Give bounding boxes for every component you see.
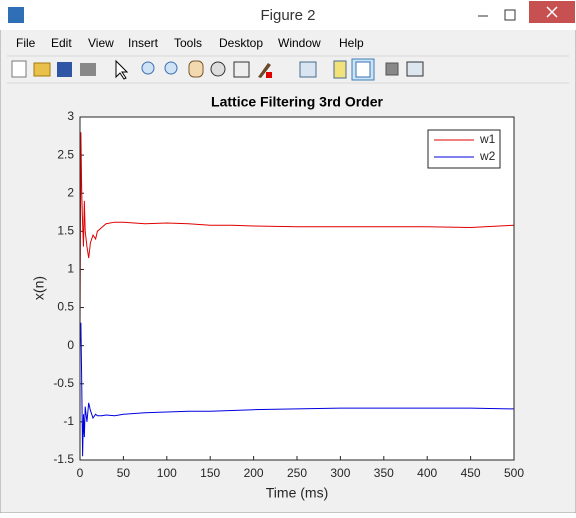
- tool-save[interactable]: [57, 62, 72, 77]
- series-line: [79, 132, 515, 331]
- window-title: Figure 2: [260, 7, 315, 24]
- app-icon: [8, 7, 24, 23]
- menu-item[interactable]: Desktop: [219, 36, 263, 50]
- legend-label: w1: [479, 132, 496, 146]
- menu-item[interactable]: Insert: [128, 36, 159, 50]
- tool-colorbar[interactable]: [333, 60, 347, 79]
- y-tick-label: 1: [67, 262, 74, 276]
- plot-area: [80, 117, 514, 460]
- y-tick-label: -0.5: [53, 376, 74, 390]
- y-tick-label: 3: [67, 109, 74, 123]
- tool-datacursor[interactable]: [233, 61, 250, 78]
- x-tick-label: 150: [200, 466, 220, 480]
- x-tick-label: 0: [77, 466, 84, 480]
- x-tick-label: 250: [287, 466, 307, 480]
- tool-print[interactable]: [80, 63, 96, 76]
- series-line: [79, 322, 515, 457]
- menu-item[interactable]: Help: [339, 36, 364, 50]
- chart-title: Lattice Filtering 3rd Order: [211, 94, 383, 110]
- legend-label: w2: [479, 149, 496, 163]
- x-tick-label: 450: [461, 466, 481, 480]
- y-tick-label: -1: [63, 414, 74, 428]
- tool-dock[interactable]: [406, 61, 424, 77]
- title-bar: [0, 0, 576, 30]
- menu-item[interactable]: File: [16, 36, 36, 50]
- tool-zoom-out[interactable]: [164, 61, 178, 75]
- tool-brush[interactable]: [258, 63, 271, 78]
- x-axis-label: Time (ms): [266, 485, 328, 501]
- tool-pan[interactable]: [188, 60, 204, 78]
- menu-item[interactable]: Edit: [51, 36, 72, 50]
- y-tick-label: 1.5: [57, 224, 74, 238]
- tool-brush-color: [266, 72, 272, 78]
- tool-zoom-in[interactable]: [141, 61, 155, 75]
- y-tick-label: 2: [67, 185, 74, 199]
- x-tick-label: 350: [374, 466, 394, 480]
- menu-item[interactable]: Tools: [174, 36, 202, 50]
- close-icon: [546, 6, 558, 18]
- x-tick-label: 50: [117, 466, 131, 480]
- tool-legend: [355, 61, 371, 78]
- x-tick-label: 200: [244, 466, 264, 480]
- tool-rotate[interactable]: [210, 61, 226, 77]
- toolbar: [11, 58, 424, 81]
- y-tick-label: -1.5: [53, 452, 74, 466]
- x-tick-label: 500: [504, 466, 524, 480]
- plot-frame: [79, 116, 515, 461]
- legend-box: [427, 129, 501, 169]
- tool-new[interactable]: [11, 60, 27, 78]
- y-tick-label: 0: [67, 338, 74, 352]
- y-tick-label: 0.5: [57, 300, 74, 314]
- x-tick-label: 400: [417, 466, 437, 480]
- menu-item[interactable]: Window: [278, 36, 321, 50]
- tool-hide-tools[interactable]: [385, 62, 399, 76]
- x-tick-label: 100: [157, 466, 177, 480]
- maximize-button[interactable]: [504, 9, 516, 21]
- x-tick-label: 300: [330, 466, 350, 480]
- tool-link[interactable]: [299, 61, 317, 78]
- y-axis-label: x(n): [31, 276, 47, 300]
- menu-item[interactable]: View: [88, 36, 114, 50]
- y-tick-label: 2.5: [57, 147, 74, 161]
- tool-select[interactable]: [115, 59, 129, 80]
- tool-open[interactable]: [33, 62, 51, 77]
